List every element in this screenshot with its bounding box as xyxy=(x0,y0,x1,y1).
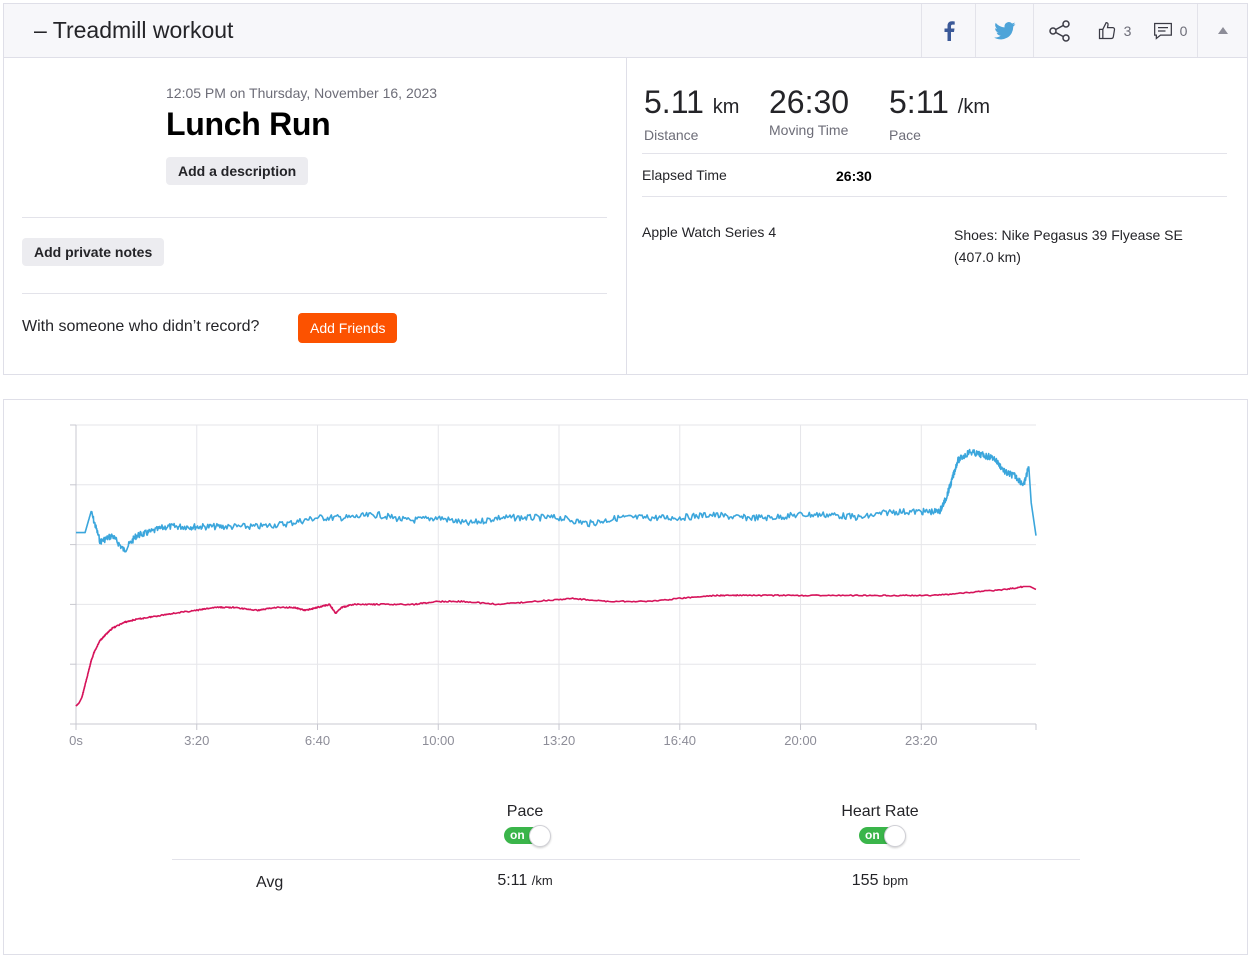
heart-rate-avg: 155 bpm xyxy=(810,872,950,890)
heart-rate-avg-value: 155 xyxy=(851,872,879,889)
toggle-knob xyxy=(529,825,551,847)
device-name: Apple Watch Series 4 xyxy=(642,224,777,240)
add-friends-prompt: With someone who didn’t record? xyxy=(22,318,260,335)
elapsed-time-value: 26:30 xyxy=(836,168,872,184)
activity-summary-card: – Treadmill workout 3 0 xyxy=(3,3,1248,375)
activity-name[interactable]: Lunch Run xyxy=(166,106,331,142)
toggle-knob xyxy=(884,825,906,847)
shoes-info[interactable]: Shoes: Nike Pegasus 39 Flyease SE (407.0… xyxy=(954,224,1214,268)
activity-datetime: 12:05 PM on Thursday, November 16, 2023 xyxy=(166,85,438,101)
divider xyxy=(172,859,1080,860)
distance-stat: 5.11 km Distance xyxy=(644,82,739,143)
collapse-dash-icon[interactable]: – xyxy=(34,17,47,43)
moving-time-stat: 26:30 Moving Time xyxy=(769,82,849,138)
pace-heart-rate-chart[interactable]: 0s 3:20 6:40 10:00 13:20 16:40 20:00 23:20 xyxy=(4,400,1247,800)
distance-unit: km xyxy=(712,96,740,118)
pace-value: 5:11 xyxy=(889,84,949,120)
share-icon xyxy=(1048,19,1070,42)
toggle-state: on xyxy=(510,828,525,842)
divider xyxy=(642,153,1227,154)
x-tick-label: 16:40 xyxy=(664,733,697,748)
x-tick-label: 23:20 xyxy=(905,733,938,748)
comment-icon xyxy=(1153,22,1172,40)
heart-rate-legend-label: Heart Rate xyxy=(841,803,919,820)
caret-up-icon xyxy=(1217,27,1228,34)
distance-label: Distance xyxy=(644,127,699,143)
pace-legend-label: Pace xyxy=(506,803,544,820)
heart-rate-toggle[interactable]: on xyxy=(859,825,907,847)
shoes-name: Shoes: Nike Pegasus 39 Flyease SE xyxy=(954,227,1183,243)
shoes-distance: (407.0 km) xyxy=(954,249,1021,265)
divider xyxy=(22,293,607,294)
add-private-notes-button[interactable]: Add private notes xyxy=(22,238,165,266)
pace-avg-unit: /km xyxy=(531,873,553,888)
divider xyxy=(22,217,607,218)
collapse-card-button[interactable] xyxy=(1197,4,1247,57)
activity-header: – Treadmill workout 3 0 xyxy=(4,4,1247,58)
pace-avg: 5:11 /km xyxy=(455,872,595,890)
twitter-share-button[interactable] xyxy=(975,4,1033,57)
activity-type-title[interactable]: – Treadmill workout xyxy=(34,17,233,44)
pace-avg-value: 5:11 xyxy=(497,872,528,889)
x-tick-label: 0s xyxy=(69,733,83,748)
activity-stats-panel: 5.11 km Distance 26:30 Moving Time 5:11 … xyxy=(627,58,1247,374)
pace-series-line xyxy=(75,448,1037,553)
facebook-share-button[interactable] xyxy=(921,4,975,57)
social-actions: 3 0 xyxy=(921,4,1247,57)
comment-count: 0 xyxy=(1179,22,1188,39)
distance-value: 5.11 xyxy=(644,84,704,120)
x-tick-label: 13:20 xyxy=(543,733,576,748)
analysis-chart-card: 0s 3:20 6:40 10:00 13:20 16:40 20:00 23:20 Pace… xyxy=(3,399,1248,955)
divider xyxy=(642,196,1227,197)
kudos-button[interactable]: 3 xyxy=(1085,4,1143,57)
x-tick-label: 10:00 xyxy=(422,733,455,748)
x-tick-label: 6:40 xyxy=(305,733,330,748)
moving-time-label: Moving Time xyxy=(769,122,849,138)
add-description-button[interactable]: Add a description xyxy=(166,157,309,185)
activity-type-label: Treadmill workout xyxy=(52,17,234,43)
twitter-icon xyxy=(993,21,1015,39)
pace-label: Pace xyxy=(889,127,921,143)
x-tick-label: 20:00 xyxy=(784,733,817,748)
facebook-icon xyxy=(944,20,955,41)
kudos-count: 3 xyxy=(1123,22,1132,39)
pace-stat: 5:11 /km Pace xyxy=(889,82,990,143)
heart-rate-series-line xyxy=(75,585,1037,707)
elapsed-time-label: Elapsed Time xyxy=(642,167,727,183)
thumbs-up-icon xyxy=(1098,21,1115,39)
comments-button[interactable]: 0 xyxy=(1143,4,1197,57)
toggle-state: on xyxy=(865,828,880,842)
avg-label: Avg xyxy=(256,874,284,891)
share-button[interactable] xyxy=(1033,4,1085,57)
pace-toggle[interactable]: on xyxy=(504,825,552,847)
x-tick-label: 3:20 xyxy=(184,733,209,748)
heart-rate-avg-unit: bpm xyxy=(882,873,909,888)
activity-details-panel: 12:05 PM on Thursday, November 16, 2023 … xyxy=(4,58,627,374)
moving-time-value: 26:30 xyxy=(769,84,850,120)
pace-unit: /km xyxy=(957,96,991,118)
add-friends-button[interactable]: Add Friends xyxy=(298,313,398,343)
